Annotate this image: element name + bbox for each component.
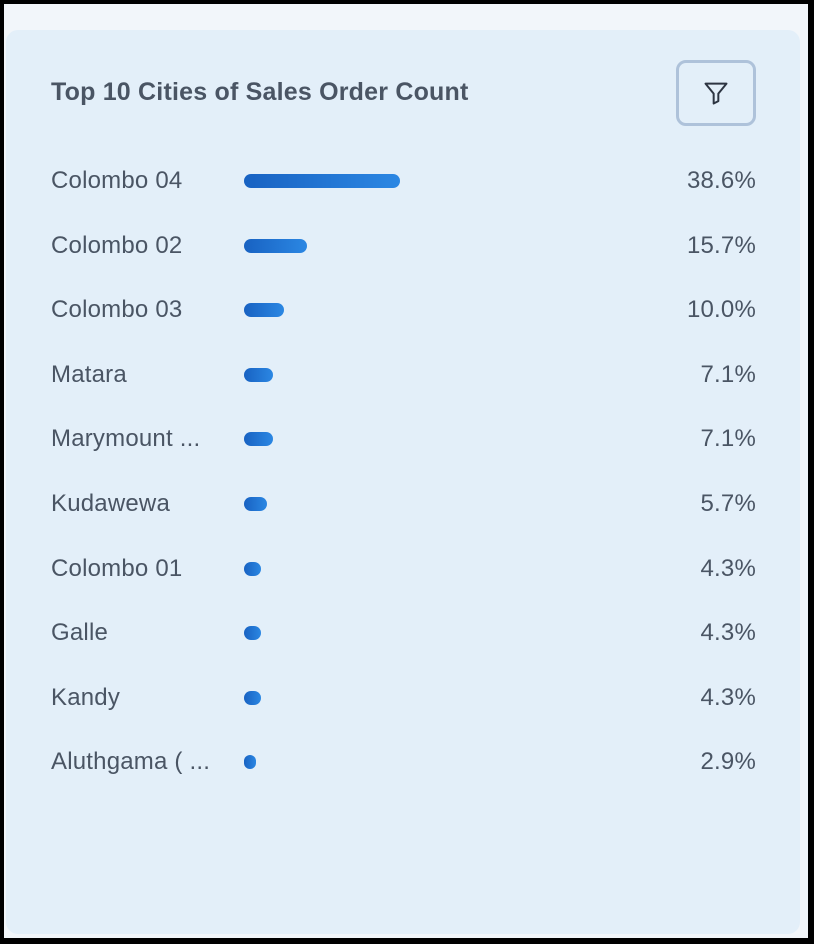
bar[interactable]: [244, 626, 262, 641]
category-label: Kandy: [51, 683, 121, 711]
chart-row[interactable]: Matara 7.1%: [6, 355, 800, 395]
filter-button[interactable]: [676, 60, 756, 126]
category-label: Aluthgama ( ...: [51, 748, 211, 776]
bar[interactable]: [244, 303, 285, 318]
chart-row[interactable]: Kudawewa 5.7%: [6, 484, 800, 524]
category-label: Colombo 04: [51, 167, 183, 194]
chart-row[interactable]: Aluthgama ( ... 2.9%: [6, 742, 800, 782]
value-label: 4.3%: [700, 683, 756, 711]
bar[interactable]: [244, 174, 400, 188]
chart-row[interactable]: Kandy 4.3%: [6, 678, 800, 718]
chart-title: Top 10 Cities of Sales Order Count: [51, 78, 469, 106]
value-label: 5.7%: [700, 490, 756, 517]
chart-row[interactable]: Colombo 03 10.0%: [6, 290, 800, 330]
chart-row[interactable]: Colombo 04 38.6%: [6, 161, 800, 201]
value-label: 15.7%: [686, 231, 756, 259]
category-label: Matara: [51, 360, 127, 388]
value-label: 7.1%: [700, 360, 756, 388]
category-label: Colombo 01: [51, 554, 183, 582]
bar[interactable]: [244, 690, 262, 705]
chart-row[interactable]: Colombo 01 4.3%: [6, 549, 800, 589]
chart-row[interactable]: Galle 4.3%: [6, 613, 800, 653]
screenshot-frame: Top 10 Cities of Sales Order Count Colom…: [4, 4, 808, 938]
bar[interactable]: [244, 432, 273, 447]
chart-row[interactable]: Marymount ... 7.1%: [6, 419, 800, 459]
category-label: Kudawewa: [51, 490, 171, 517]
value-label: 7.1%: [700, 425, 756, 453]
value-label: 38.6%: [686, 167, 756, 194]
filter-funnel-icon: [704, 82, 728, 105]
bar[interactable]: [244, 238, 308, 253]
value-label: 4.3%: [700, 619, 756, 647]
bar[interactable]: [244, 755, 256, 770]
category-label: Colombo 03: [51, 296, 183, 324]
value-label: 4.3%: [700, 554, 756, 582]
bar[interactable]: [244, 367, 273, 382]
bar[interactable]: [244, 497, 267, 511]
chart-card: Top 10 Cities of Sales Order Count Colom…: [6, 30, 800, 934]
value-label: 10.0%: [686, 296, 756, 324]
category-label: Galle: [51, 619, 109, 647]
value-label: 2.9%: [700, 748, 756, 776]
category-label: Colombo 02: [51, 231, 183, 259]
chart-row[interactable]: Colombo 02 15.7%: [6, 226, 800, 266]
category-label: Marymount ...: [51, 425, 201, 453]
bar[interactable]: [244, 561, 262, 576]
